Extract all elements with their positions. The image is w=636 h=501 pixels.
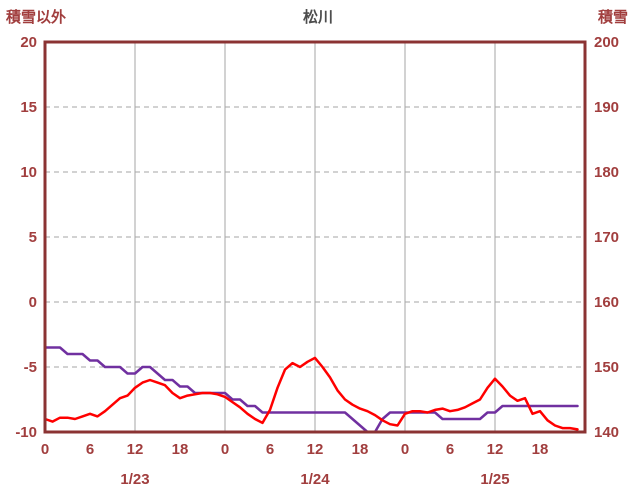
x-tick-label: 0	[221, 441, 229, 458]
x-tick-label: 6	[86, 441, 94, 458]
date-label: 1/25	[480, 471, 509, 488]
x-tick-label: 12	[127, 441, 144, 458]
left-tick-label: -5	[24, 359, 37, 376]
x-tick-label: 12	[307, 441, 324, 458]
right-axis-title: 積雪	[597, 9, 628, 26]
right-tick-label: 150	[594, 359, 619, 376]
temp-line	[43, 356, 579, 431]
left-tick-label: 5	[29, 229, 37, 246]
snow-line	[43, 346, 579, 434]
right-tick-label: 200	[594, 34, 619, 51]
x-tick-label: 6	[266, 441, 274, 458]
x-tick-label: 18	[172, 441, 189, 458]
left-tick-label: -10	[15, 424, 37, 441]
left-tick-label: 10	[20, 164, 37, 181]
right-tick-label: 170	[594, 229, 619, 246]
right-tick-label: 190	[594, 99, 619, 116]
left-tick-label: 0	[29, 294, 37, 311]
x-tick-label: 0	[41, 441, 49, 458]
left-tick-label: 20	[20, 34, 37, 51]
right-tick-label: 180	[594, 164, 619, 181]
left-tick-label: 15	[20, 99, 37, 116]
x-tick-label: 18	[532, 441, 549, 458]
date-label: 1/23	[120, 471, 149, 488]
x-tick-label: 0	[401, 441, 409, 458]
plot-frame	[43, 40, 587, 434]
x-tick-label: 18	[352, 441, 369, 458]
right-tick-label: 160	[594, 294, 619, 311]
x-tick-label: 12	[487, 441, 504, 458]
chart-title: 松川	[302, 9, 333, 26]
date-label: 1/24	[300, 471, 330, 488]
left-axis-title: 積雪以外	[6, 9, 67, 26]
right-tick-label: 140	[594, 424, 619, 441]
x-tick-label: 6	[446, 441, 454, 458]
